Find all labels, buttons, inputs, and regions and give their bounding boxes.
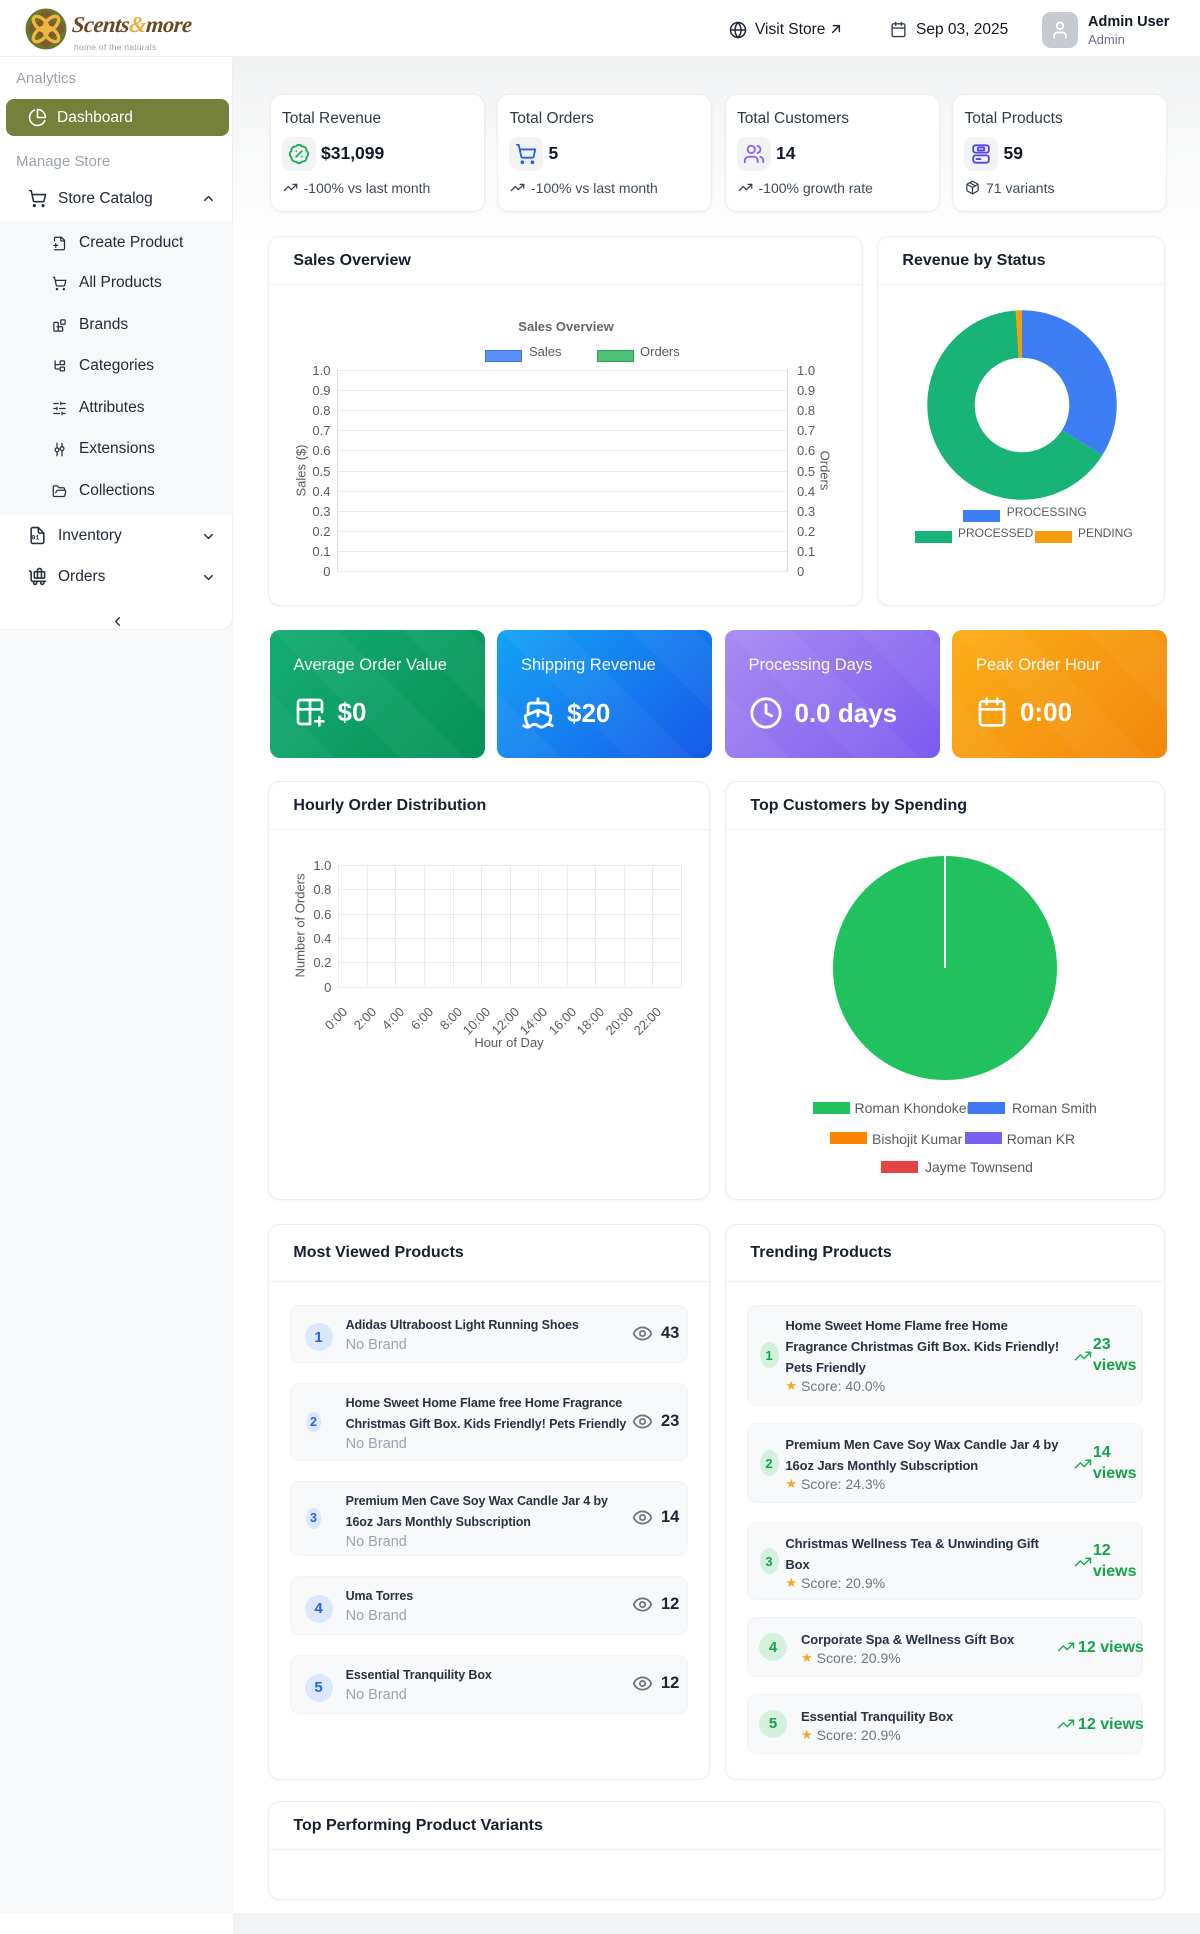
svg-text:01: 01 <box>31 534 39 542</box>
